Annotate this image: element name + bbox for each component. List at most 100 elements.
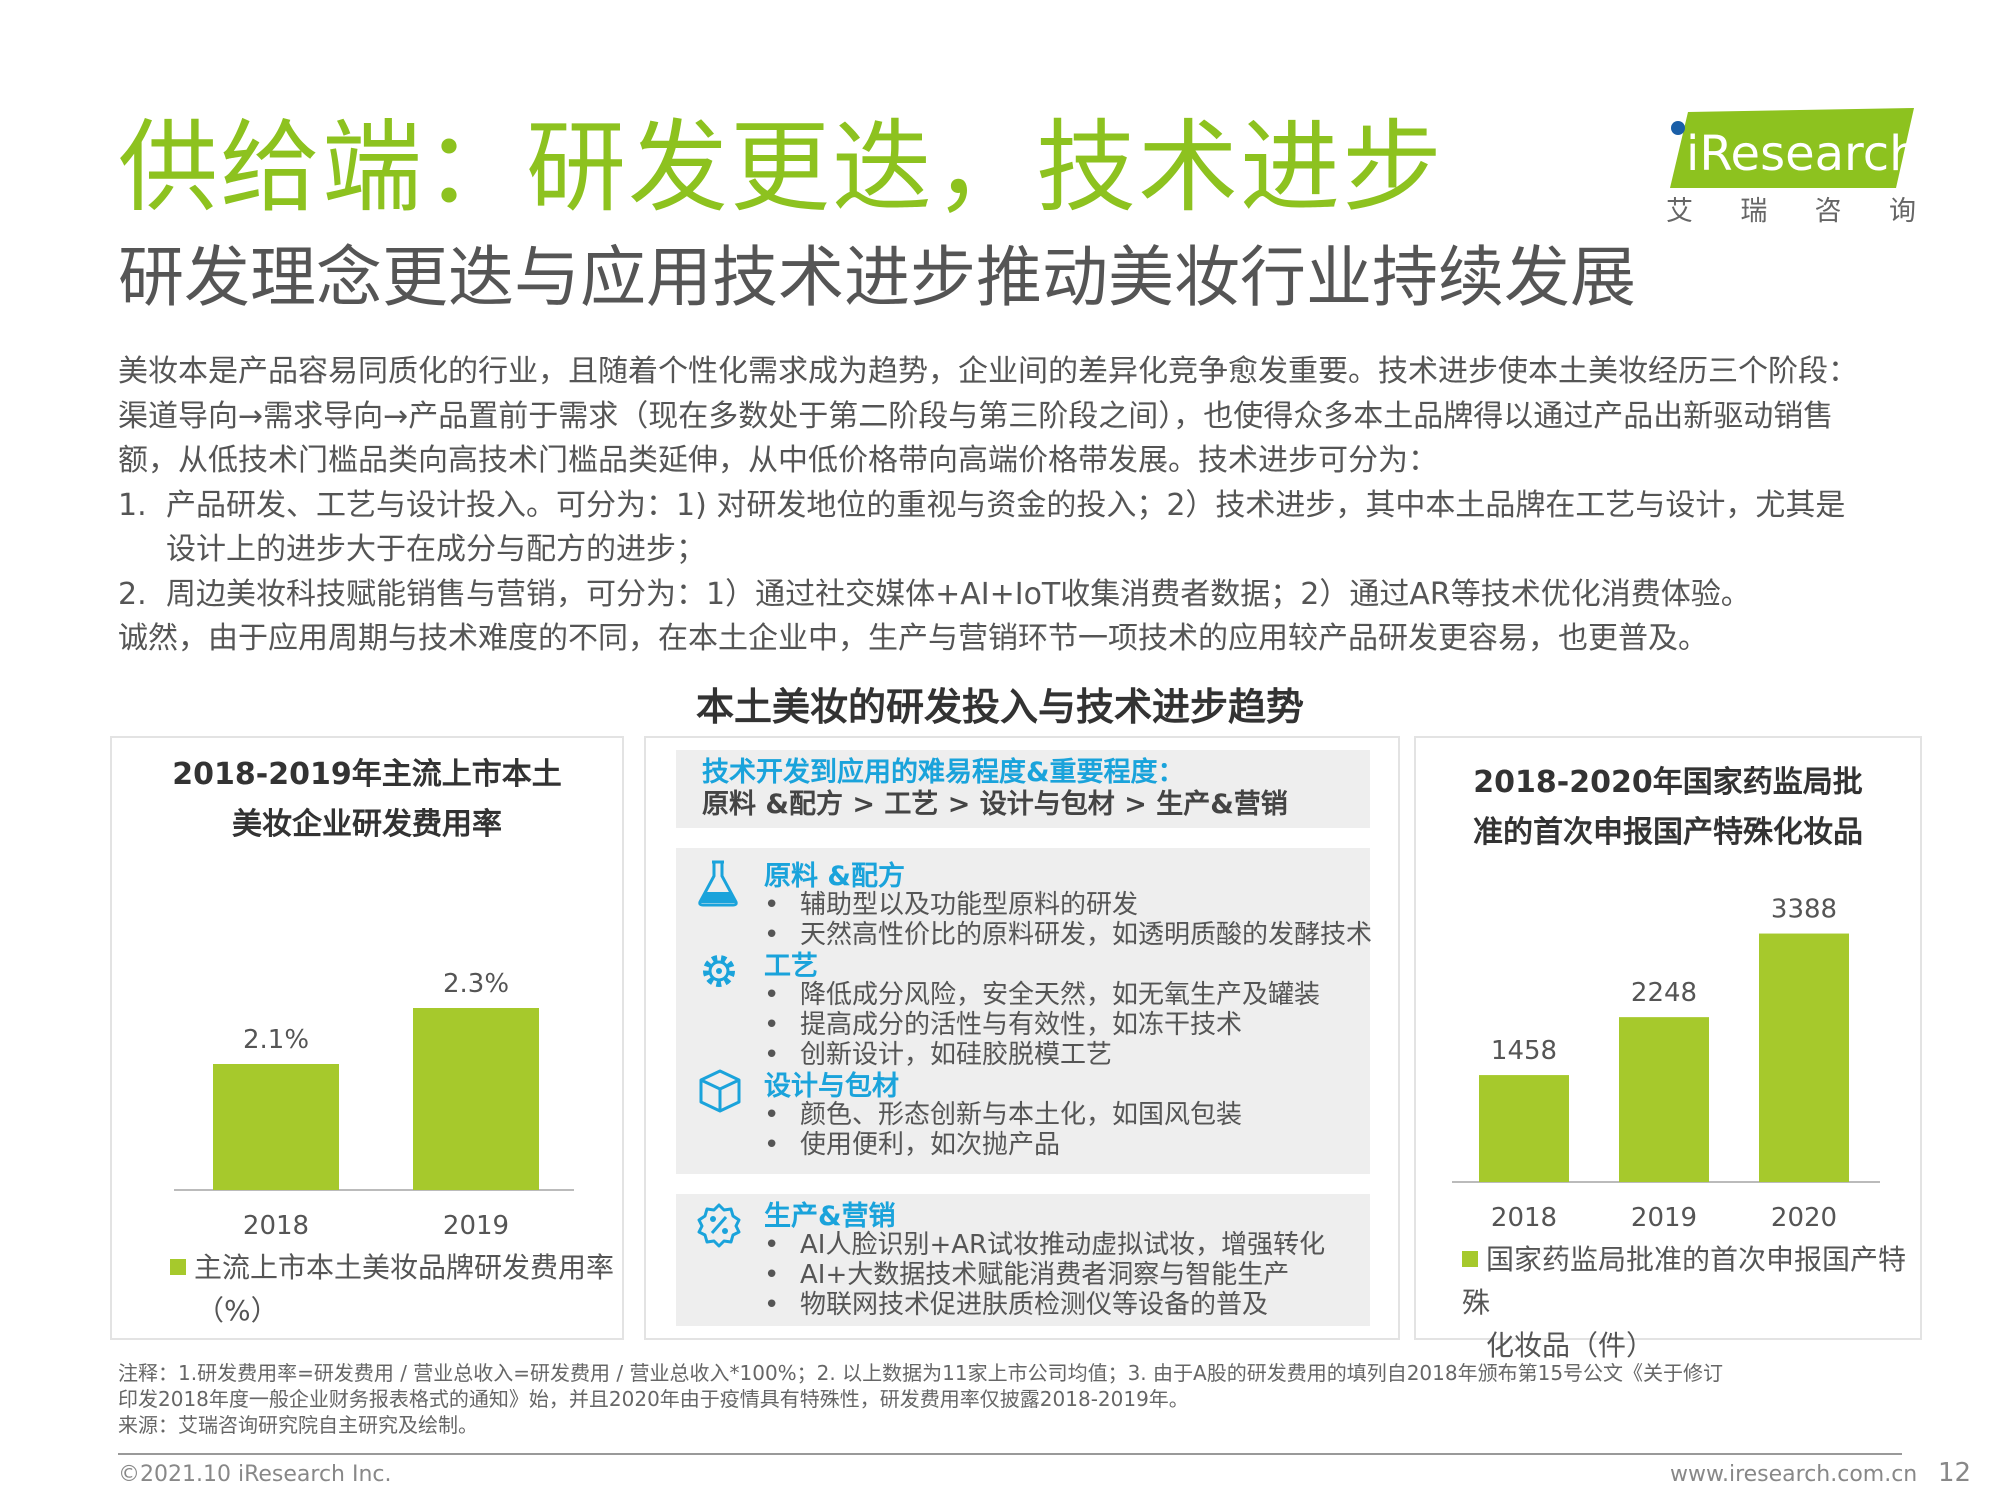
bullet-dot: • [764, 1260, 780, 1290]
bar [1479, 1075, 1569, 1182]
bullet-item: • AI人脸识别+AR试妆推动虚拟试妆，增强转化 [764, 1230, 1325, 1260]
iresearch-logo: iResearch [1670, 108, 1920, 188]
legend-swatch [170, 1259, 186, 1275]
x-tick-label: 2018 [1491, 1203, 1557, 1233]
gear-icon [703, 955, 735, 987]
bullet-text: 天然高性价比的原料研发，如透明质酸的发酵技术 [800, 920, 1373, 950]
box-icon [699, 1069, 741, 1113]
percent-badge-icon [697, 1203, 741, 1248]
data-label: 2.1% [243, 1025, 309, 1055]
legend-unit: （%） [196, 1294, 279, 1327]
bullet-item: • AI+大数据技术赋能消费者洞察与智能生产 [764, 1260, 1289, 1290]
right-chart-legend: 国家药监局批准的首次申报国产特殊 化妆品（件） [1462, 1238, 1920, 1367]
footer-divider [118, 1453, 1902, 1455]
chart-title-line: 2018-2020年国家药监局批 [1473, 765, 1863, 800]
bullet-item: • 天然高性价比的原料研发，如透明质酸的发酵技术 [764, 920, 1372, 950]
page-title: 供给端：研发更迭，技术进步 [118, 109, 1444, 226]
section-title-production-marketing: 生产&营销 [764, 1201, 896, 1232]
bullet-dot: • [764, 1040, 780, 1070]
bullet-item: • 辅助型以及功能型原料的研发 [764, 890, 1138, 920]
logo-char: 询 [1888, 196, 1916, 227]
data-label: 2248 [1631, 978, 1697, 1008]
list-number: 2. [118, 576, 147, 612]
bullet-item: • 创新设计，如硅胶脱模工艺 [764, 1040, 1112, 1070]
bar [213, 1064, 339, 1190]
logo-chinese-name: 艾 瑞 咨 询 [1666, 195, 1916, 229]
data-label: 3388 [1771, 895, 1837, 925]
bullet-text: 使用便利，如次抛产品 [800, 1130, 1061, 1160]
bar [413, 1008, 539, 1190]
ranking-order: 原料 &配方 > 工艺 > 设计与包材 > 生产&营销 [702, 789, 1288, 820]
special-cosmetics-bar-chart: 1458 2018 2248 2019 3388 2020 [1452, 895, 1880, 1233]
production-marketing-box: 生产&营销 • AI人脸识别+AR试妆推动虚拟试妆，增强转化 • AI+大数据技术赋… [676, 1194, 1370, 1326]
list-text: 周边美妆科技赋能销售与营销，可分为：1）通过社交媒体+AI+IoT收集消费者数据… [166, 576, 1751, 612]
bullet-text: AI+大数据技术赋能消费者洞察与智能生产 [800, 1260, 1290, 1290]
list-item-1-continued: 设计上的进步大于在成分与配方的进步； [166, 532, 706, 567]
data-label: 1458 [1491, 1036, 1557, 1066]
x-tick-label: 2020 [1771, 1203, 1837, 1233]
bullet-item: • 物联网技术促进肤质检测仪等设备的普及 [764, 1290, 1268, 1320]
copyright: ©2021.10 iResearch Inc. [118, 1462, 392, 1487]
left-chart-title: 2018-2019年主流上市本土 美妆企业研发费用率 [112, 750, 622, 850]
x-tick-label: 2019 [443, 1211, 509, 1241]
note-line: 印发2018年度一般企业财务报表格式的通知》始，并且2020年由于疫情具有特殊性… [118, 1387, 1189, 1411]
tech-progress-panel: 技术开发到应用的难易程度&重要程度： 原料 &配方 > 工艺 > 设计与包材 >… [644, 736, 1400, 1340]
page-subtitle: 研发理念更迭与应用技术进步推动美妆行业持续发展 [118, 239, 1636, 316]
section-title-materials: 原料 &配方 [764, 861, 905, 892]
bullet-dot: • [764, 1010, 780, 1040]
bullet-text: 降低成分风险，安全天然，如无氧生产及罐装 [800, 980, 1321, 1010]
bullet-item: • 提高成分的活性与有效性，如冻干技术 [764, 1010, 1242, 1040]
bullet-text: AI人脸识别+AR试妆推动虚拟试妆，增强转化 [800, 1230, 1326, 1260]
rd-rate-bar-chart: 2.1% 2018 2.3% 2019 [174, 969, 574, 1241]
intro-line: 渠道导向→需求导向→产品置前于需求（现在多数处于第二阶段与第三阶段之间），也使得… [118, 398, 1834, 434]
bullet-text: 创新设计，如硅胶脱模工艺 [800, 1040, 1113, 1070]
bullet-dot: • [764, 1230, 780, 1260]
x-tick-label: 2018 [243, 1211, 309, 1241]
logo-char: 瑞 [1740, 196, 1768, 227]
bullet-text: 颜色、形态创新与本土化，如国风包装 [800, 1100, 1243, 1130]
difficulty-ranking-box: 技术开发到应用的难易程度&重要程度： 原料 &配方 > 工艺 > 设计与包材 >… [676, 750, 1370, 828]
left-chart-panel: 2018-2019年主流上市本土 美妆企业研发费用率 2.1% 2018 2.3% 2… [110, 736, 624, 1340]
note-line: 注释：1.研发费用率=研发费用 / 营业总收入=研发费用 / 营业总收入*100… [118, 1361, 1724, 1385]
legend-entry: 主流上市本土美妆品牌研发费用率 [170, 1246, 614, 1289]
section-title-process: 工艺 [764, 951, 818, 982]
bullet-dot: • [764, 1130, 780, 1160]
bullet-dot: • [764, 920, 780, 950]
chart-title-line: 2018-2019年主流上市本土 [172, 757, 562, 792]
data-label: 2.3% [443, 969, 509, 999]
flask-icon [698, 860, 738, 907]
chart-title-line: 准的首次申报国产特殊化妆品 [1473, 815, 1863, 850]
logo-char: 艾 [1666, 196, 1693, 227]
bullet-item: • 颜色、形态创新与本土化，如国风包装 [764, 1100, 1242, 1130]
footnotes: 注释：1.研发费用率=研发费用 / 营业总收入=研发费用 / 营业总收入*100… [118, 1360, 1918, 1438]
bar [1759, 933, 1849, 1182]
list-text: 产品研发、工艺与设计投入。可分为：1) 对研发地位的重视与资金的投入；2）技术进… [166, 487, 1846, 523]
list-item-1: 1. 产品研发、工艺与设计投入。可分为：1) 对研发地位的重视与资金的投入；2）技… [118, 484, 1918, 529]
bar [1619, 1017, 1709, 1182]
list-item-2: 2. 周边美妆科技赋能销售与营销，可分为：1）通过社交媒体+AI+IoT收集消费者… [118, 573, 1918, 618]
intro-paragraph: 美妆本是产品容易同质化的行业，且随着个性化需求成为趋势，企业间的差异化竞争愈发重… [118, 350, 1918, 662]
website-link[interactable]: www.iresearch.com.cn [1670, 1462, 1918, 1487]
legend-label: 国家药监局批准的首次申报国产特殊 [1462, 1243, 1907, 1319]
intro-line: 美妆本是产品容易同质化的行业，且随着个性化需求成为趋势，企业间的差异化竞争愈发重… [118, 354, 1858, 389]
logo-char: 咨 [1814, 196, 1842, 227]
tech-areas-box: 原料 &配方 • 辅助型以及功能型原料的研发 • 天然高性价比的原料研发，如透明质酸… [676, 848, 1372, 1174]
section-title-packaging: 设计与包材 [764, 1071, 899, 1102]
right-chart-title: 2018-2020年国家药监局批 准的首次申报国产特殊化妆品 [1416, 758, 1920, 858]
bullet-item: • 使用便利，如次抛产品 [764, 1130, 1060, 1160]
right-chart-panel: 2018-2020年国家药监局批 准的首次申报国产特殊化妆品 1458 2018 2… [1414, 736, 1922, 1362]
page-number: 12 [1938, 1458, 1972, 1488]
ranking-heading: 技术开发到应用的难易程度&重要程度： [702, 757, 1185, 788]
figure-title: 本土美妆的研发投入与技术进步趋势 [695, 685, 1304, 729]
chart-title-line: 美妆企业研发费用率 [232, 807, 502, 842]
intro-line: 额，从低技术门槛品类向高技术门槛品类延伸，从中低价格带向高端价格带发展。技术进步… [118, 443, 1438, 478]
bullet-text: 提高成分的活性与有效性，如冻干技术 [800, 1010, 1243, 1040]
bullet-text: 辅助型以及功能型原料的研发 [800, 890, 1139, 920]
legend-label: 主流上市本土美妆品牌研发费用率 [194, 1251, 615, 1284]
legend-swatch [1462, 1251, 1478, 1267]
bullet-dot: • [764, 1290, 780, 1320]
bullet-text: 物联网技术促进肤质检测仪等设备的普及 [800, 1290, 1269, 1320]
list-number: 1. [118, 487, 147, 523]
logo-text: iResearch [1686, 126, 1920, 182]
legend-entry: 国家药监局批准的首次申报国产特殊 [1462, 1238, 1920, 1324]
